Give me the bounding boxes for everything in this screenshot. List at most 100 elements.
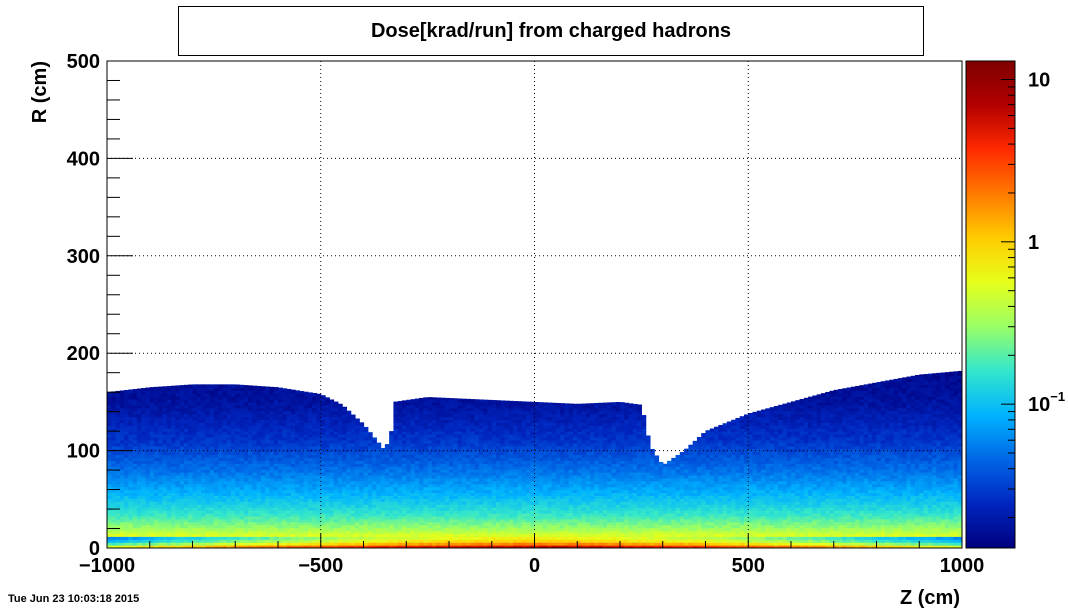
- heatmap-cell: [128, 466, 134, 470]
- heatmap-cell: [384, 521, 390, 526]
- heatmap-cell: [419, 436, 424, 441]
- heatmap-cell: [188, 419, 194, 423]
- heatmap-cell: [474, 472, 480, 476]
- heatmap-cell: [350, 518, 356, 523]
- heatmap-cell: [107, 515, 112, 520]
- heatmap-cell: [192, 416, 198, 421]
- heatmap-cell: [393, 410, 399, 415]
- heatmap-cell: [337, 477, 343, 482]
- heatmap-cell: [312, 445, 318, 450]
- heatmap-cell: [141, 445, 147, 450]
- heatmap-cell: [474, 533, 480, 537]
- heatmap-cell: [201, 539, 206, 543]
- heatmap-cell: [483, 422, 489, 426]
- heatmap-cell: [179, 477, 185, 482]
- heatmap-cell: [431, 454, 437, 459]
- heatmap-cell: [141, 498, 147, 502]
- heatmap-cell: [478, 483, 484, 488]
- heatmap-cell: [397, 400, 403, 403]
- heatmap-cell: [192, 431, 198, 435]
- heatmap-cell: [496, 501, 501, 505]
- heatmap-cell: [474, 410, 480, 415]
- heatmap-cell: [111, 492, 117, 496]
- heatmap-cell: [218, 404, 224, 409]
- heatmap-cell: [427, 454, 433, 459]
- heatmap-cell: [260, 527, 266, 532]
- heatmap-cell: [132, 536, 138, 540]
- heatmap-cell: [218, 489, 224, 494]
- heatmap-cell: [508, 495, 514, 499]
- heatmap-cell: [119, 390, 125, 394]
- heatmap-cell: [461, 428, 467, 432]
- heatmap-cell: [389, 501, 395, 505]
- heatmap-cell: [491, 486, 497, 491]
- heatmap-cell: [196, 472, 202, 476]
- heatmap-cell: [188, 422, 194, 426]
- heatmap-cell: [162, 416, 168, 421]
- heatmap-cell: [171, 425, 177, 429]
- heatmap-cell: [453, 483, 459, 488]
- heatmap-cell: [273, 445, 279, 450]
- heatmap-cell: [290, 460, 296, 464]
- heatmap-cell: [119, 413, 125, 418]
- heatmap-cell: [410, 422, 416, 426]
- heatmap-cell: [320, 495, 326, 499]
- heatmap-cell: [325, 530, 330, 534]
- heatmap-cell: [359, 518, 365, 523]
- heatmap-cell: [290, 527, 296, 532]
- heatmap-cell: [252, 466, 258, 470]
- heatmap-cell: [235, 448, 241, 453]
- heatmap-cell: [457, 413, 463, 418]
- heatmap-cell: [500, 436, 506, 441]
- heatmap-cell: [205, 542, 211, 546]
- heatmap-cell: [119, 422, 125, 426]
- heatmap-cell: [243, 436, 249, 441]
- heatmap-cell: [230, 393, 236, 397]
- heatmap-cell: [252, 439, 258, 444]
- heatmap-cell: [440, 536, 446, 540]
- heatmap-cell: [226, 510, 232, 514]
- heatmap-cell: [449, 410, 454, 415]
- heatmap-cell: [222, 507, 228, 511]
- heatmap-cell: [444, 463, 450, 467]
- heatmap-cell: [265, 410, 271, 415]
- heatmap-cell: [226, 445, 232, 450]
- heatmap-cell: [196, 419, 202, 423]
- heatmap-cell: [107, 463, 112, 467]
- heatmap-cell: [196, 530, 202, 534]
- heatmap-cell: [393, 416, 399, 421]
- heatmap-cell: [363, 518, 369, 523]
- heatmap-cell: [230, 442, 236, 447]
- heatmap-cell: [478, 416, 484, 421]
- heatmap-cell: [230, 530, 236, 534]
- heatmap-cell: [453, 407, 459, 412]
- heatmap-cell: [260, 396, 266, 400]
- heatmap-cell: [376, 442, 382, 447]
- heatmap-cell: [290, 407, 296, 412]
- heatmap-cell: [213, 477, 219, 482]
- heatmap-cell: [354, 418, 360, 421]
- heatmap-cell: [230, 454, 236, 459]
- heatmap-cell: [201, 524, 206, 529]
- heatmap-cell: [205, 387, 211, 391]
- heatmap-cell: [260, 542, 266, 546]
- heatmap-cell: [243, 510, 249, 514]
- heatmap-cell: [183, 469, 189, 473]
- heatmap-cell: [295, 527, 300, 532]
- heatmap-cell: [436, 489, 442, 494]
- heatmap-cell: [380, 480, 386, 485]
- heatmap-cell: [256, 498, 262, 502]
- heatmap-cell: [132, 434, 138, 438]
- heatmap-cell: [440, 422, 446, 426]
- heatmap-cell: [513, 460, 518, 464]
- heatmap-cell: [491, 474, 497, 479]
- heatmap-cell: [513, 477, 518, 482]
- heatmap-cell: [230, 486, 236, 491]
- heatmap-cell: [286, 498, 292, 502]
- heatmap-cell: [419, 428, 424, 432]
- heatmap-cell: [504, 404, 510, 409]
- heatmap-cell: [213, 492, 219, 496]
- heatmap-cell: [196, 431, 202, 435]
- heatmap-cell: [444, 457, 450, 461]
- heatmap-cell: [444, 445, 450, 450]
